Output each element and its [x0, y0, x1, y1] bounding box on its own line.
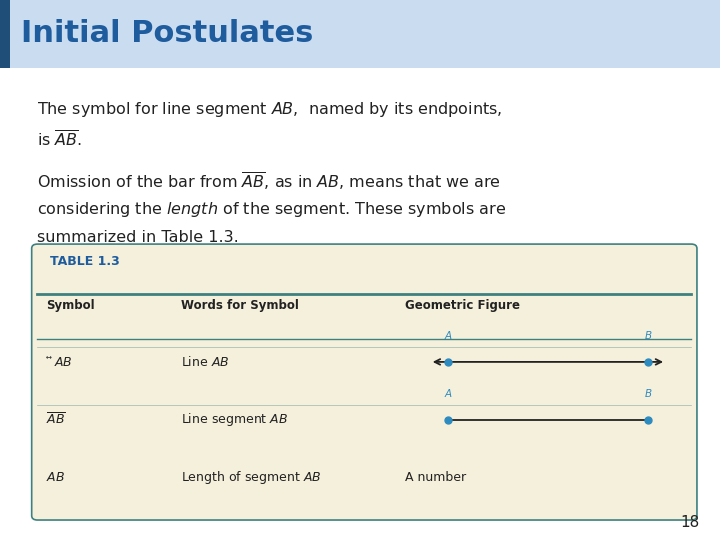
Text: summarized in Table 1.3.: summarized in Table 1.3.	[37, 230, 239, 245]
FancyBboxPatch shape	[0, 0, 10, 68]
Text: A: A	[444, 389, 451, 400]
Text: B: B	[644, 389, 652, 400]
Text: $\mathit{AB}$: $\mathit{AB}$	[46, 471, 65, 484]
Text: 18: 18	[680, 515, 700, 530]
Text: TABLE 1.3: TABLE 1.3	[50, 255, 120, 268]
Text: is $\overline{AB}$.: is $\overline{AB}$.	[37, 130, 83, 150]
Text: The symbol for line segment $\mathit{AB}$,  named by its endpoints,: The symbol for line segment $\mathit{AB}…	[37, 100, 503, 119]
Text: Omission of the bar from $\overline{AB}$, as in $\mathit{AB}$, means that we are: Omission of the bar from $\overline{AB}$…	[37, 170, 501, 192]
Text: B: B	[644, 332, 652, 341]
Text: Length of segment $\mathit{AB}$: Length of segment $\mathit{AB}$	[181, 469, 322, 487]
Text: Line segment $\mathit{AB}$: Line segment $\mathit{AB}$	[181, 411, 289, 428]
Text: Geometric Figure: Geometric Figure	[405, 299, 520, 312]
FancyBboxPatch shape	[0, 0, 720, 68]
Text: Symbol: Symbol	[46, 299, 95, 312]
Text: Line $\mathit{AB}$: Line $\mathit{AB}$	[181, 355, 230, 369]
Text: Initial Postulates: Initial Postulates	[21, 19, 313, 48]
FancyBboxPatch shape	[32, 244, 697, 520]
Text: $\overleftrightarrow{AB}$: $\overleftrightarrow{AB}$	[46, 355, 73, 369]
Text: Words for Symbol: Words for Symbol	[181, 299, 300, 312]
Text: considering the $\mathit{length}$ of the segment. These symbols are: considering the $\mathit{length}$ of the…	[37, 200, 507, 219]
Text: A number: A number	[405, 471, 466, 484]
Text: A: A	[444, 332, 451, 341]
Text: $\overline{AB}$: $\overline{AB}$	[46, 412, 66, 428]
